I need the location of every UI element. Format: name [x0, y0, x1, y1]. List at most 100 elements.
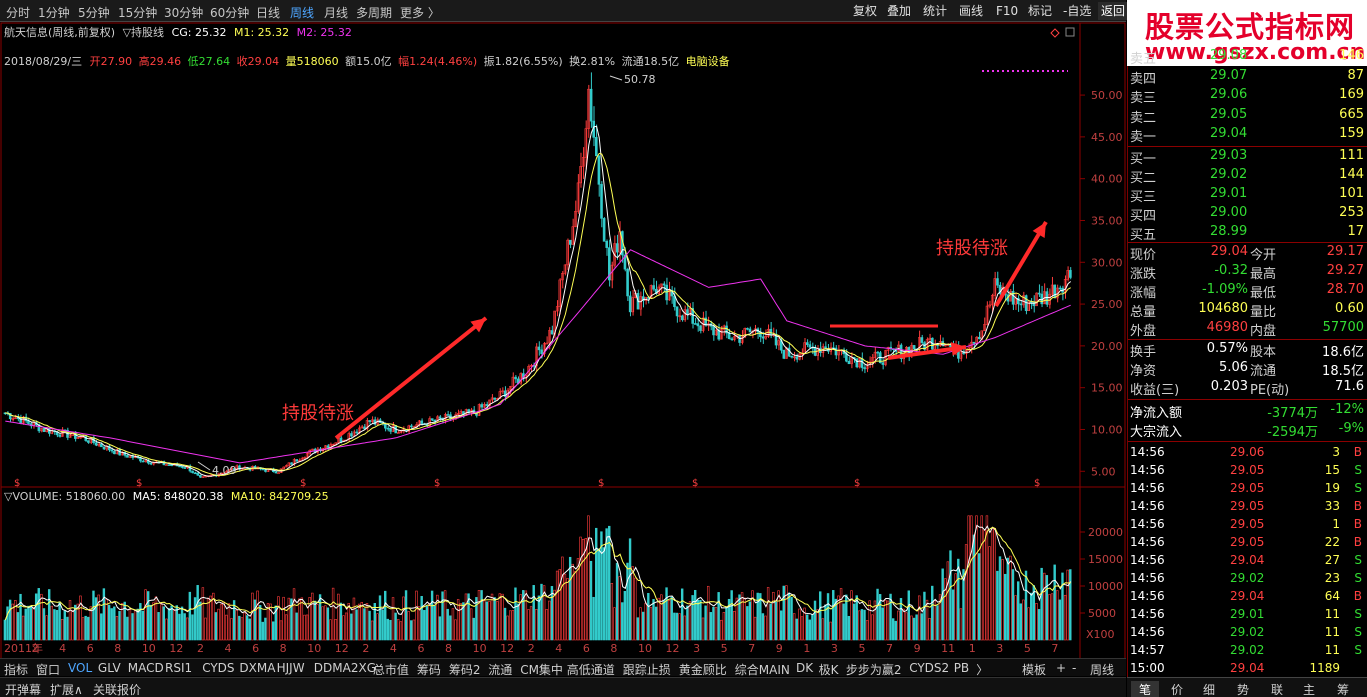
related-quotes-button[interactable]: 关联报价	[93, 683, 142, 697]
indicator-tab[interactable]: 周线	[1090, 663, 1115, 677]
right-tab-5[interactable]: 主	[1303, 683, 1316, 697]
candle	[600, 184, 603, 219]
indicator-tab[interactable]: 极K	[818, 663, 839, 677]
tick-price: 29.04	[1230, 661, 1265, 675]
indicator-tab[interactable]: 综合MAIN	[734, 663, 790, 677]
period-4[interactable]: 15分钟	[118, 6, 158, 20]
volume-bar	[488, 601, 491, 641]
indicator-tab[interactable]: DXMA	[239, 661, 276, 675]
volume-bar	[131, 613, 134, 641]
overlay-button[interactable]: 叠加	[887, 4, 912, 18]
indicator-tab[interactable]: HJJW	[276, 661, 305, 675]
indicator-tab[interactable]: 流通	[488, 663, 513, 677]
adjust-button[interactable]: 复权	[853, 4, 878, 18]
candle	[490, 397, 494, 401]
volume-bar	[175, 605, 179, 641]
f10-button[interactable]: F10	[996, 4, 1019, 18]
tick-volume: 11	[1324, 625, 1340, 639]
period-7[interactable]: 日线	[256, 6, 281, 20]
back-button[interactable]: 返回	[1098, 2, 1129, 20]
indicator-tab[interactable]: 总市值	[372, 663, 409, 677]
indicator-tab[interactable]: RSI1	[165, 661, 193, 675]
bid-label: 买五	[1130, 228, 1157, 243]
indicator-tab[interactable]: DK	[796, 661, 814, 675]
watchlist-button[interactable]: -自选	[1063, 4, 1092, 18]
indicator-tab[interactable]: CYDS2	[909, 661, 950, 675]
volume-bar	[123, 601, 126, 641]
tick-volume: 33	[1324, 499, 1340, 513]
period-9[interactable]: 月线	[324, 6, 349, 20]
period-10[interactable]: 多周期	[356, 6, 393, 20]
candle	[542, 343, 546, 354]
candle	[261, 468, 265, 471]
indicator-name[interactable]: ▽持股线	[122, 26, 165, 39]
diamond-icon[interactable]	[1050, 28, 1060, 38]
right-tab-4[interactable]: 联	[1271, 683, 1284, 697]
indicator-tab[interactable]: +	[1056, 661, 1067, 675]
indicator-tab[interactable]: 〉	[976, 663, 989, 677]
volume-bar	[480, 590, 483, 641]
period-6[interactable]: 60分钟	[210, 6, 250, 20]
volume-bar	[141, 610, 145, 641]
candle	[199, 474, 202, 478]
maximize-icon[interactable]	[1065, 27, 1075, 37]
volume-label[interactable]: ▽VOLUME: 518060.00	[4, 490, 126, 503]
candle	[1016, 297, 1020, 305]
indicator-tab[interactable]: 高低通道	[566, 663, 615, 677]
volume-bar	[266, 603, 270, 641]
indicator-tab[interactable]: -	[1072, 661, 1077, 675]
volume-bar	[350, 613, 353, 641]
kline-chart[interactable]: 50.0045.0040.0035.0030.0025.0020.0015.00…	[0, 22, 1126, 661]
volume-bar	[832, 590, 835, 641]
right-tab-2[interactable]: 细	[1203, 683, 1216, 697]
period-8[interactable]: 周线	[290, 6, 315, 20]
stats-button[interactable]: 统计	[923, 4, 948, 18]
quote-row: 涨跌 -0.32 最高 29.27	[1130, 263, 1366, 282]
event-marker: $	[14, 478, 20, 489]
indicator-tab[interactable]: 筹码	[416, 663, 441, 677]
price-tick-label: 20.00	[1091, 340, 1123, 353]
indicator-tab[interactable]: 步步为赢2	[845, 663, 902, 677]
indicator-tab[interactable]: VOL	[68, 661, 93, 675]
indicator-tab[interactable]: GLV	[97, 661, 121, 675]
draw-button[interactable]: 画线	[959, 4, 984, 18]
indicator-tab[interactable]: PB	[953, 661, 970, 675]
danmaku-button[interactable]: 开弹幕	[5, 683, 42, 697]
volume-bar	[397, 619, 400, 641]
indicator-tab[interactable]: DDMA2XG	[313, 661, 376, 675]
right-tab-1[interactable]: 价	[1171, 683, 1184, 697]
right-tab-0[interactable]: 笔	[1131, 681, 1160, 697]
volume-bar	[584, 538, 587, 641]
x-tick-label: 10	[473, 642, 487, 655]
indicator-tab[interactable]: CYDS	[202, 661, 235, 675]
period-3[interactable]: 5分钟	[78, 6, 110, 20]
candle	[566, 239, 569, 266]
period-11[interactable]: 更多 〉	[400, 6, 440, 20]
tick-price: 29.05	[1230, 463, 1265, 477]
indicator-tab[interactable]: 模板	[1022, 663, 1047, 677]
bar-sector[interactable]: 电脑设备	[685, 55, 730, 68]
expand-button[interactable]: 扩展∧	[50, 683, 83, 697]
candle	[587, 88, 590, 129]
indicator-tab[interactable]: 跟踪止损	[622, 663, 671, 677]
indicator-tab[interactable]: 筹码2	[448, 663, 481, 677]
volume-bar	[149, 604, 152, 641]
volume-bar	[384, 590, 387, 641]
right-tab-3[interactable]: 势	[1237, 683, 1250, 697]
indicator-tab[interactable]: 窗口	[36, 663, 61, 677]
indicator-tab[interactable]: 指标	[4, 663, 29, 677]
right-tab-6[interactable]: 筹	[1337, 683, 1350, 697]
volume-bar	[819, 591, 822, 641]
indicator-tab[interactable]: 黄金顾比	[678, 663, 727, 677]
indicator-tab[interactable]: MACD	[127, 661, 164, 675]
candle	[232, 468, 236, 471]
trend-arrow-2-head	[1032, 222, 1046, 238]
indicator-tab[interactable]: CM集中	[520, 663, 563, 677]
volume-bar	[186, 617, 189, 641]
period-1[interactable]: 分时	[6, 6, 31, 20]
candle	[355, 431, 358, 434]
mark-button[interactable]: 标记	[1028, 4, 1053, 18]
volume-bar	[790, 596, 793, 641]
period-2[interactable]: 1分钟	[38, 6, 70, 20]
period-5[interactable]: 30分钟	[164, 6, 204, 20]
